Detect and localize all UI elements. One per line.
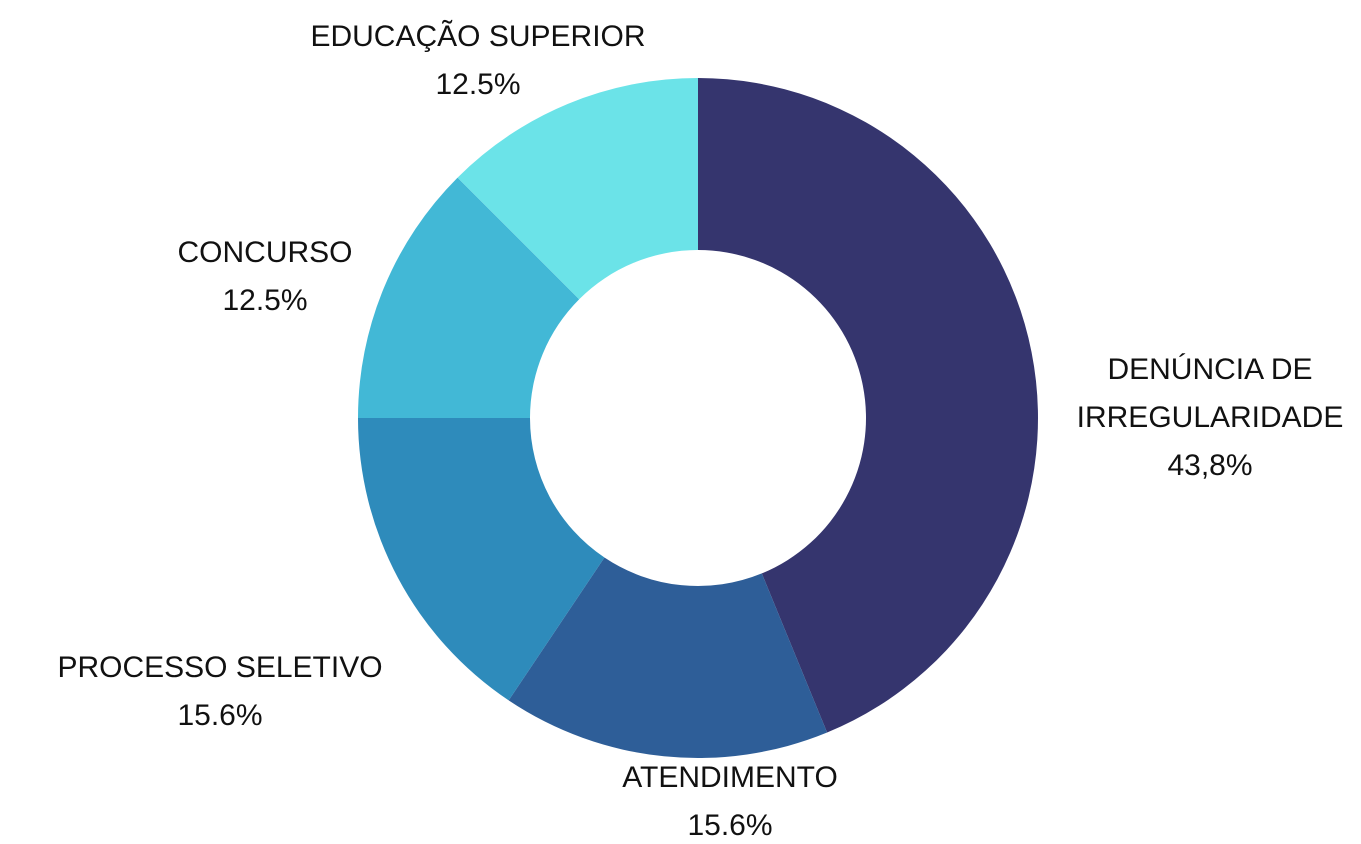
slice-label: CONCURSO 12.5% bbox=[177, 229, 352, 325]
slice bbox=[698, 78, 1038, 733]
slice bbox=[457, 77, 698, 300]
slice-label: ATENDIMENTO 15.6% bbox=[622, 754, 838, 844]
category-label: DENÚNCIA DE IRREGULARIDADE bbox=[1076, 353, 1344, 434]
value-label: 12.5% bbox=[222, 284, 308, 317]
category-label: CONCURSO bbox=[177, 236, 353, 269]
slice-label: PROCESSO SELETIVO 15.6% bbox=[57, 644, 382, 740]
value-label: 43,8% bbox=[1167, 449, 1253, 482]
value-label: 15.6% bbox=[177, 699, 263, 732]
value-label: 12.5% bbox=[435, 68, 521, 101]
slice-label: EDUCAÇÃO SUPERIOR 12.5% bbox=[310, 13, 645, 109]
slice bbox=[358, 177, 580, 418]
slice bbox=[358, 418, 605, 701]
value-label: 15.6% bbox=[687, 809, 773, 842]
category-label: PROCESSO SELETIVO bbox=[57, 651, 383, 684]
slice bbox=[508, 557, 828, 758]
category-label: ATENDIMENTO bbox=[622, 761, 838, 794]
slice-label: DENÚNCIA DE IRREGULARIDADE 43,8% bbox=[1065, 346, 1355, 490]
category-label: EDUCAÇÃO SUPERIOR bbox=[310, 20, 646, 53]
